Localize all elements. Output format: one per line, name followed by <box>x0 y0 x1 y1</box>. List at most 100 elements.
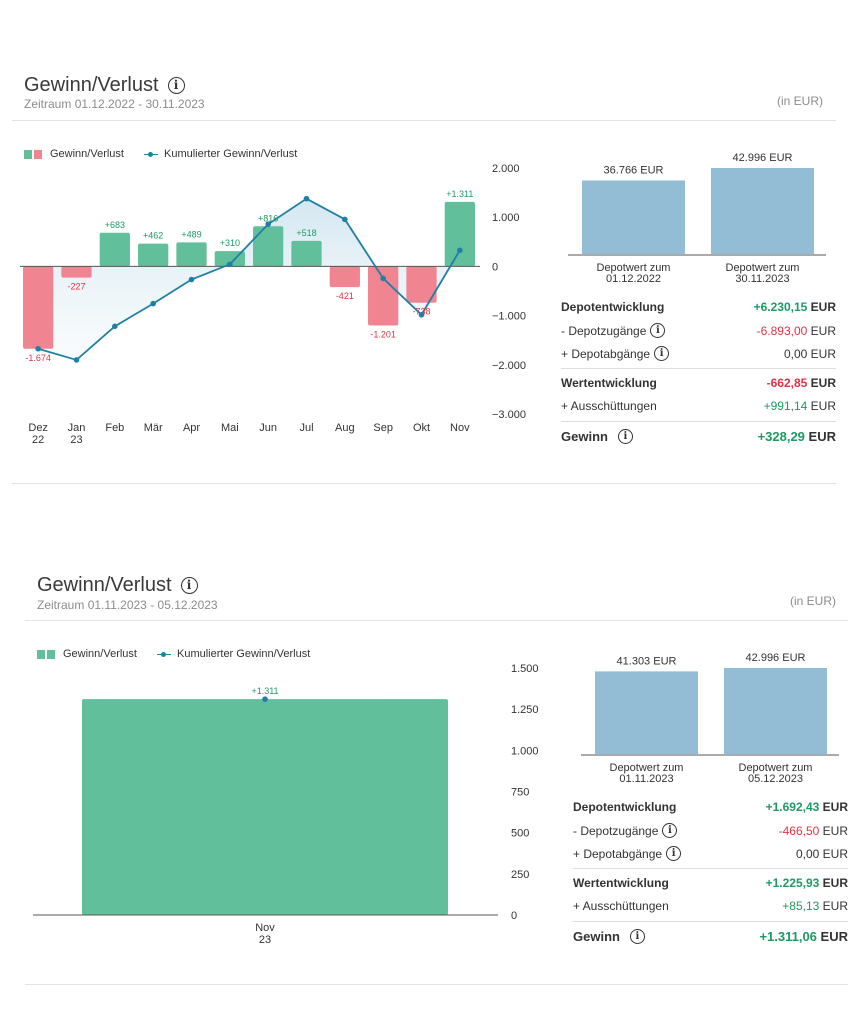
summary-divider <box>561 368 836 369</box>
row-depotabgaenge: + Depotabgänge i 0,00 EUR <box>561 346 836 361</box>
legend-bars-label: Gewinn/Verlust <box>63 648 137 660</box>
x-tick-label: Nov <box>450 422 470 434</box>
x-tick-label: Jan <box>68 422 86 434</box>
row-wertentwicklung: Wertentwicklung +1.225,93 EUR <box>573 876 848 890</box>
depotabgaenge-label: + Depotabgänge <box>573 846 663 861</box>
row-gewinn: Gewinn i +1.311,06 EUR <box>573 929 848 944</box>
depot-bar <box>582 180 685 254</box>
x-tick-label: Jul <box>299 422 313 434</box>
currency-unit: EUR <box>822 876 848 890</box>
depotzugaenge-label: - Depotzugänge <box>573 823 659 838</box>
y-tick-label: −3.000 <box>492 409 526 421</box>
bar-data-label: +1.311 <box>251 686 278 696</box>
x-tick-label: Feb <box>105 422 124 434</box>
depotabgaenge-value: 0,00 <box>795 846 820 861</box>
period-label: Zeitraum <box>24 97 72 111</box>
y-tick-label: 250 <box>511 869 529 881</box>
y-tick-label: 2.000 <box>492 163 520 175</box>
cumulative-point <box>188 276 195 283</box>
bar-data-label: +310 <box>220 238 240 248</box>
x-tick-label: Dez <box>28 422 48 434</box>
depot-caption: Depotwert zum <box>597 262 671 274</box>
summary-divider <box>573 868 848 869</box>
cumulative-point <box>418 311 425 318</box>
x-tick-label: Aug <box>335 422 355 434</box>
x-tick-label: 22 <box>32 434 44 446</box>
currency-unit: EUR <box>822 800 848 814</box>
depot-caption: 01.12.2022 <box>606 273 661 285</box>
x-tick-label: 23 <box>259 934 271 946</box>
bar-data-label: -227 <box>67 282 85 292</box>
depot-value-label: 41.303 EUR <box>617 655 677 667</box>
bar-data-label: +816 <box>258 213 278 223</box>
cumulative-point <box>262 696 268 702</box>
depot-caption: Depotwert zum <box>610 762 684 774</box>
panel-bottom-divider <box>25 984 848 985</box>
period-separator: - <box>150 598 155 612</box>
gewinn-verlust-chart: -1.674 -227 +683 +462 +489 +310 +816 +518 -421 -1… <box>20 163 526 446</box>
cumulative-point <box>457 247 463 254</box>
currency-unit: EUR <box>820 929 848 944</box>
depotentwicklung-label: Depotentwicklung <box>561 300 665 314</box>
depot-bar <box>711 168 814 254</box>
info-icon[interactable]: i <box>654 346 670 361</box>
panel-header: Gewinn/Verlust i <box>37 574 198 597</box>
panel-title: Gewinn/Verlust <box>24 74 159 96</box>
cumulative-point <box>73 357 80 363</box>
info-icon[interactable]: i <box>629 929 645 944</box>
y-tick-label: 1.250 <box>511 704 539 716</box>
row-depotentwicklung: Depotentwicklung +6.230,15 EUR <box>561 300 836 314</box>
info-icon[interactable]: i <box>617 429 633 444</box>
info-icon[interactable]: i <box>666 846 682 861</box>
currency-unit: EUR <box>810 300 836 314</box>
currency-unit: EUR <box>810 399 836 413</box>
row-depotzugaenge: - Depotzugänge i -466,50 EUR <box>573 823 848 838</box>
bar-data-label: -421 <box>336 291 354 301</box>
depotabgaenge-value: 0,00 <box>783 346 808 361</box>
summary-divider <box>573 921 848 922</box>
row-gewinn: Gewinn i +328,29 EUR <box>561 429 836 444</box>
bar-aug <box>329 266 360 288</box>
currency-unit: EUR <box>810 346 836 361</box>
cumulative-line <box>37 197 461 361</box>
summary-table: Depotentwicklung +1.692,43 EUR - Depotzu… <box>573 794 848 954</box>
cumulative-point <box>303 195 310 202</box>
depot-caption: 05.12.2023 <box>748 773 803 785</box>
bar-jan <box>61 266 92 278</box>
depot-value-label: 42.996 EUR <box>746 652 806 664</box>
row-depotabgaenge: + Depotabgänge i 0,00 EUR <box>573 846 848 861</box>
y-tick-label: 1.500 <box>511 663 539 675</box>
y-tick-label: 0 <box>492 261 498 273</box>
panel-title: Gewinn/Verlust <box>37 574 172 596</box>
bar-dez <box>23 266 54 349</box>
bar-apr <box>176 242 207 267</box>
bar-data-label: -738 <box>412 307 430 317</box>
row-ausschuettungen: + Ausschüttungen +85,13 EUR <box>573 899 848 913</box>
ausschuettungen-value: +991,14 <box>763 399 808 413</box>
period-end: 05.12.2023 <box>157 598 218 612</box>
cumulative-point <box>380 275 386 282</box>
bar-data-label: -1.674 <box>25 353 51 363</box>
depot-caption: Depotwert zum <box>739 762 813 774</box>
info-icon[interactable]: i <box>650 323 666 338</box>
bar-feb <box>99 232 130 267</box>
unit-label: (in EUR) <box>776 94 823 108</box>
x-tick-label: Jun <box>259 422 277 434</box>
depot-caption: Depotwert zum <box>726 262 800 274</box>
depotentwicklung-value: +1.692,43 <box>765 800 820 814</box>
info-icon[interactable]: i <box>662 823 678 838</box>
legend-bars-label: Gewinn/Verlust <box>50 148 124 160</box>
x-tick-label: Mai <box>221 422 239 434</box>
depot-caption: 30.11.2023 <box>735 273 789 285</box>
legend-line-label: Kumulierter Gewinn/Verlust <box>176 648 311 660</box>
depot-value-label: 42.996 EUR <box>733 152 793 164</box>
period-label: Zeitraum <box>37 598 85 612</box>
x-tick-label: Sep <box>373 422 393 434</box>
period-end: 30.11.2023 <box>145 97 205 111</box>
info-icon[interactable]: i <box>180 577 198 594</box>
info-icon[interactable]: i <box>167 77 185 94</box>
cumulative-area <box>38 198 460 360</box>
depotabgaenge-label: + Depotabgänge <box>561 346 651 361</box>
